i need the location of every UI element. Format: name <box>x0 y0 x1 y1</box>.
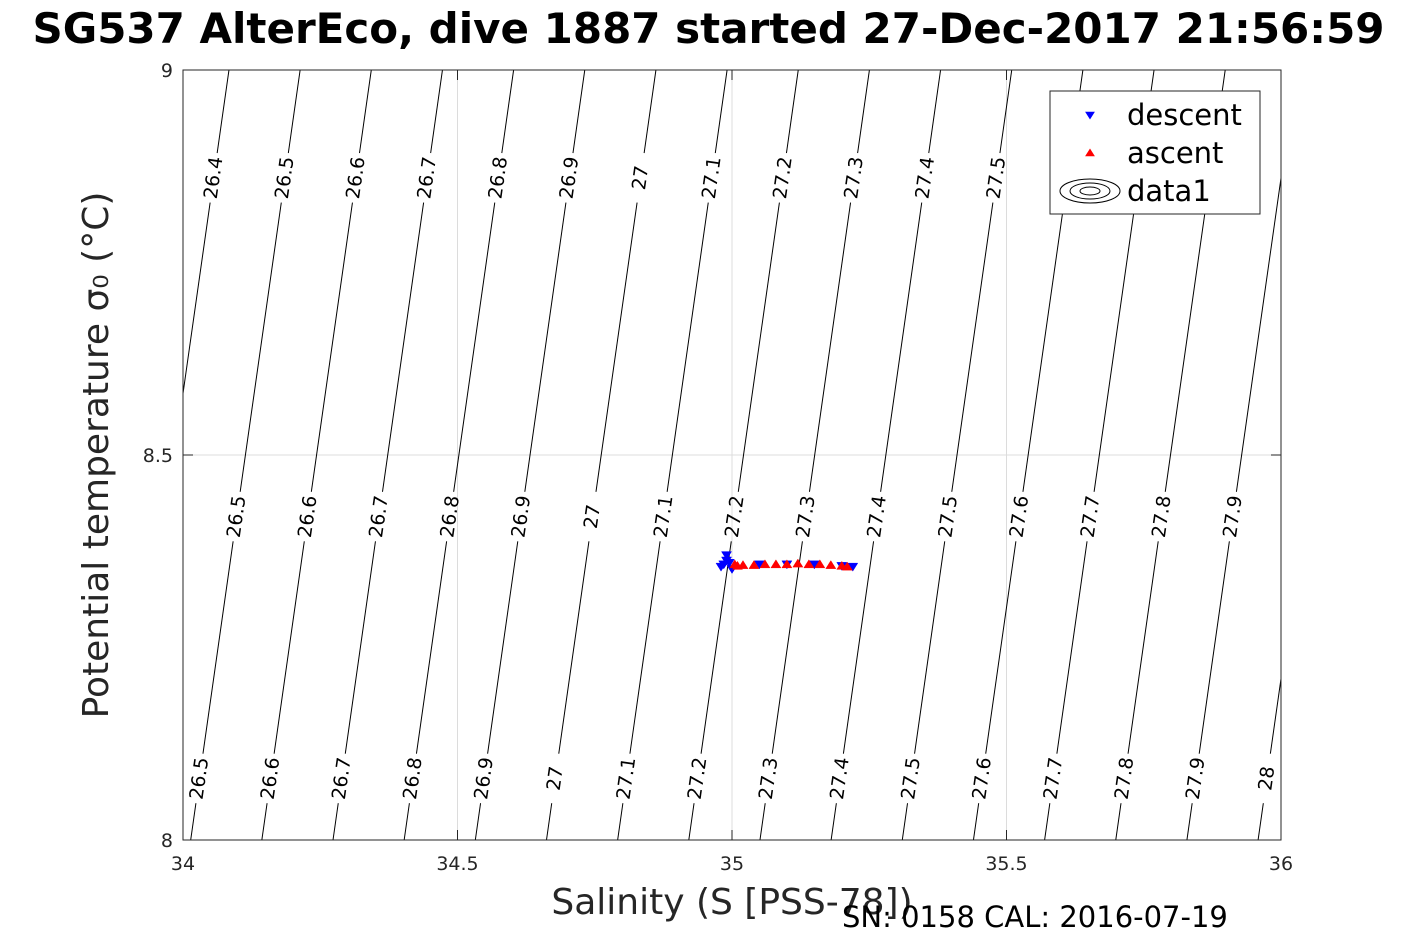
serial-cal-footer: SN: 0158 CAL: 2016-07-19 <box>842 900 1228 934</box>
isopycnal-line <box>202 541 234 754</box>
isopycnal-line <box>666 202 709 492</box>
isopycnal-line <box>1056 541 1088 754</box>
isopycnal-line <box>830 803 837 840</box>
isopycnal-line <box>487 541 519 754</box>
isopycnal-line <box>643 70 657 154</box>
isopycnal-line <box>1093 202 1136 492</box>
isopycnal-line <box>951 202 994 492</box>
isopycnal-line <box>785 70 799 154</box>
legend-contour-icon <box>1079 186 1101 196</box>
isopycnal-label: 27 <box>628 164 653 191</box>
isopycnal-line <box>1115 803 1122 840</box>
y-axis-label: Potential temperature σ₀ (°C) <box>76 192 117 719</box>
isopycnal-line <box>928 70 942 154</box>
x-axis-label: Salinity (S [PSS-78]) <box>551 882 912 923</box>
isopycnal-line <box>1022 202 1065 492</box>
legend-box <box>1049 90 1261 215</box>
legend-descent-label: descent <box>1127 98 1242 132</box>
isopycnal-line <box>310 202 353 492</box>
isopycnal-line <box>572 70 586 154</box>
legend-data1-label: data1 <box>1127 174 1211 208</box>
y-tick-label: 8 <box>161 830 173 852</box>
isopycnal-line <box>1186 803 1193 840</box>
isopycnal-line <box>737 202 780 492</box>
isopycnal-line <box>558 541 590 754</box>
isopycnal-line <box>1164 202 1207 492</box>
ascent-point <box>825 560 837 569</box>
descent-point <box>721 551 732 561</box>
isopycnal-line <box>880 202 923 492</box>
isopycnal-line <box>617 803 624 840</box>
ascent-point <box>781 559 793 569</box>
isopycnal-label: 27 <box>580 503 605 530</box>
isopycnal-line <box>545 803 553 840</box>
descent-point <box>723 559 735 568</box>
isopycnal-line <box>700 541 732 754</box>
isopycnal-line <box>190 803 197 840</box>
legend-descent-marker <box>1085 111 1095 120</box>
isopycnal-line <box>474 803 482 840</box>
isopycnal-line <box>1235 174 1281 492</box>
isopycnal-line <box>453 202 496 492</box>
isopycnal-line <box>501 70 515 154</box>
ascent-point <box>748 560 760 569</box>
isopycnal-line <box>415 541 448 754</box>
isopycnal-line <box>808 202 852 492</box>
chart-title: SG537 AlterEco, dive 1887 started 27-Dec… <box>32 4 1385 53</box>
isopycnal-line <box>972 803 980 840</box>
ascent-point <box>803 559 815 569</box>
isopycnal-line <box>999 70 1013 154</box>
x-tick-label: 35 <box>720 853 744 875</box>
isopycnal-line <box>595 202 638 492</box>
isopycnal-line <box>759 803 766 840</box>
descent-point <box>715 562 727 572</box>
isopycnal-line <box>842 541 875 754</box>
isopycnal-line <box>1269 675 1281 754</box>
isopycnal-line <box>901 803 909 840</box>
ascent-point <box>770 559 782 569</box>
isopycnal-line <box>216 70 230 154</box>
isopycnal-line <box>381 202 425 492</box>
isopycnal-line <box>287 70 301 154</box>
isopycnal-line <box>524 202 567 492</box>
legend-contour-icon <box>1069 182 1111 200</box>
isopycnal-line <box>332 803 339 840</box>
ascent-point <box>792 558 804 568</box>
ascent-point <box>841 561 853 571</box>
isopycnal-line <box>714 70 728 154</box>
isopycnal-line <box>344 541 376 754</box>
isopycnal-line <box>688 803 695 840</box>
ascent-point <box>814 559 826 569</box>
y-tick-label: 9 <box>161 60 173 82</box>
ascent-point <box>737 560 749 569</box>
isopycnal-line <box>914 541 946 754</box>
x-tick-label: 34.5 <box>436 853 478 875</box>
legend-ascent-label: ascent <box>1127 136 1223 170</box>
legend-ascent-marker <box>1085 148 1095 157</box>
legend-contour-icon <box>1059 178 1121 204</box>
isopycnal-line <box>1257 803 1264 840</box>
isopycnal-line <box>857 70 870 154</box>
isopycnal-line <box>261 803 268 840</box>
x-tick-label: 35.5 <box>985 853 1027 875</box>
isopycnal-line <box>1127 541 1159 754</box>
isopycnal-line <box>183 202 211 397</box>
isopycnal-line <box>1198 541 1230 754</box>
isopycnal-line <box>403 803 410 840</box>
isopycnal-line <box>430 70 443 154</box>
y-tick-label: 8.5 <box>143 445 173 467</box>
isopycnal-line <box>629 541 661 754</box>
isopycnal-line <box>771 541 803 754</box>
isopycnal-label: 28 <box>1254 765 1279 792</box>
isopycnal-line <box>1044 803 1051 840</box>
x-tick-label: 34 <box>171 853 195 875</box>
isopycnal-line <box>239 202 282 492</box>
x-tick-label: 36 <box>1269 853 1293 875</box>
isopycnal-line <box>985 541 1017 754</box>
isopycnal-line <box>358 70 372 154</box>
isopycnal-line <box>273 541 305 754</box>
isopycnal-label: 27 <box>543 765 568 792</box>
ascent-point <box>759 559 771 569</box>
